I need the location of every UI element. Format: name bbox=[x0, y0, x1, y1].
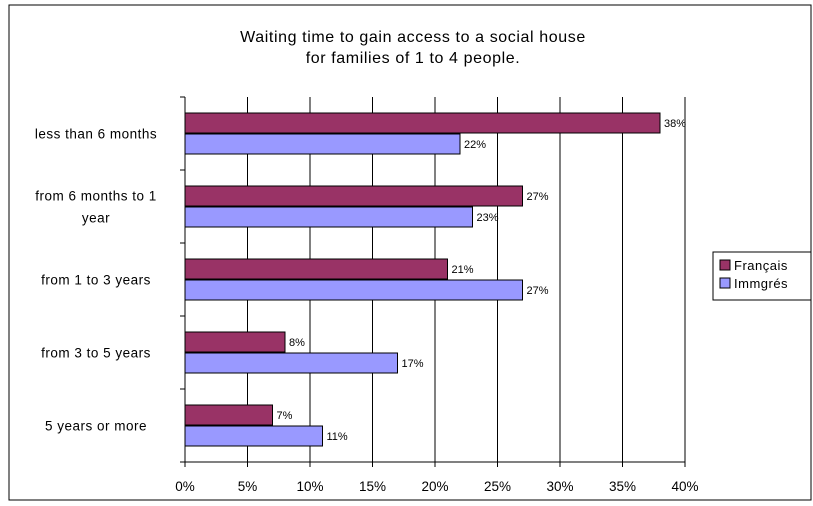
bar bbox=[185, 426, 323, 446]
bar bbox=[185, 353, 398, 373]
bar bbox=[185, 113, 660, 133]
legend-label: Français bbox=[734, 258, 788, 273]
x-tick-label: 10% bbox=[296, 479, 323, 494]
data-label: 8% bbox=[289, 337, 305, 349]
legend-swatch bbox=[720, 260, 730, 270]
category-label: year bbox=[82, 211, 110, 226]
legend: Français Immgrés bbox=[713, 252, 811, 300]
x-tick-label: 30% bbox=[546, 479, 573, 494]
data-label: 11% bbox=[327, 431, 348, 443]
x-tick-label: 5% bbox=[238, 479, 258, 494]
bar bbox=[185, 259, 448, 279]
x-tick-label: 25% bbox=[484, 479, 511, 494]
category-label: from 6 months to 1 bbox=[35, 189, 157, 204]
data-label: 23% bbox=[477, 212, 499, 224]
data-label: 38% bbox=[664, 118, 686, 130]
chart-title-line-2: for families of 1 to 4 people. bbox=[306, 50, 521, 67]
data-label: 7% bbox=[277, 410, 293, 422]
data-label: 21% bbox=[452, 264, 474, 276]
x-tick-label: 20% bbox=[421, 479, 448, 494]
legend-swatch bbox=[720, 278, 730, 288]
category-label: 5 years or more bbox=[45, 419, 147, 434]
data-label: 22% bbox=[464, 139, 486, 151]
legend-label: Immgrés bbox=[734, 276, 788, 291]
category-label: less than 6 months bbox=[35, 127, 157, 142]
data-label: 27% bbox=[527, 191, 549, 203]
data-label: 27% bbox=[527, 285, 549, 297]
bar bbox=[185, 134, 460, 154]
x-tick-label: 0% bbox=[175, 479, 195, 494]
chart-title-line-1: Waiting time to gain access to a social … bbox=[240, 29, 586, 46]
category-label: from 1 to 3 years bbox=[41, 273, 151, 288]
bar bbox=[185, 405, 273, 425]
x-tick-label: 40% bbox=[671, 479, 698, 494]
tick-labels-group: 0% 5% 10% 15% 20% 25% 30% 35% 40% bbox=[175, 479, 698, 494]
category-label: from 3 to 5 years bbox=[41, 346, 151, 361]
x-tick-label: 15% bbox=[359, 479, 386, 494]
bar bbox=[185, 280, 523, 300]
data-label: 17% bbox=[402, 358, 424, 370]
bar bbox=[185, 332, 285, 352]
bar bbox=[185, 207, 473, 227]
bar bbox=[185, 186, 523, 206]
x-tick-label: 35% bbox=[609, 479, 636, 494]
